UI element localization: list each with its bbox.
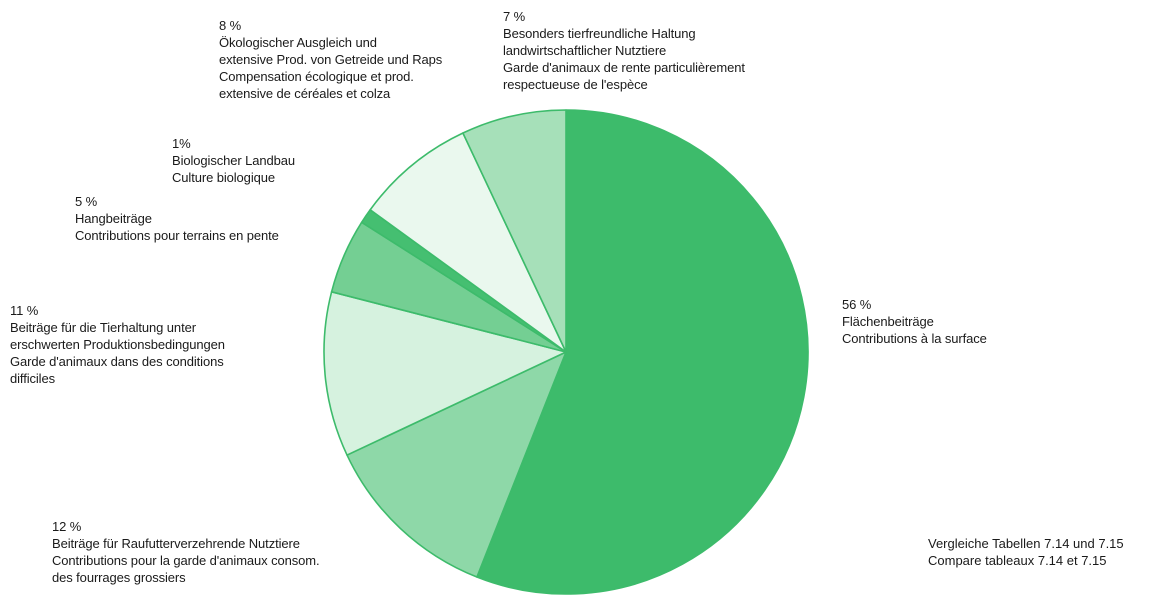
pie-slice-difficult <box>323 291 567 456</box>
slice-description-line: extensive Prod. von Getreide und Raps <box>219 52 443 67</box>
note-line-german: Vergleiche Tabellen 7.14 und 7.15 <box>928 536 1124 551</box>
slice-description-line: difficiles <box>10 371 56 386</box>
slice-description-line: Contributions à la surface <box>842 331 987 346</box>
slice-description-line: erschwerten Produktionsbedingungen <box>10 337 225 352</box>
slice-percent: 5 % <box>75 194 98 209</box>
slice-description-line: Biologischer Landbau <box>172 153 296 168</box>
pie-slice-roughage <box>346 351 567 578</box>
slice-description-line: Garde d'animaux dans des conditions <box>10 354 224 369</box>
slice-description-line: Beiträge für die Tierhaltung unter <box>10 320 196 335</box>
slice-description-line: respectueuse de l'espèce <box>503 77 648 92</box>
pie-slice-animal-welfare <box>462 109 567 353</box>
slice-description-line: Garde d'animaux de rente particulièremen… <box>503 60 745 75</box>
slice-label-ecological: 8 % Ökologischer Ausgleich und extensive P… <box>219 17 442 102</box>
slice-description-line: Flächenbeiträge <box>842 314 934 329</box>
slice-description-line: extensive de céréales et colza <box>219 86 391 101</box>
table-reference-note: Vergleiche Tabellen 7.14 und 7.15 Compar… <box>928 535 1124 569</box>
slice-percent: 12 % <box>52 519 82 534</box>
slice-label-difficult: 11 % Beiträge für die Tierhaltung unter er… <box>10 302 225 387</box>
slice-percent: 7 % <box>503 9 526 24</box>
slice-description-line: Culture biologique <box>172 170 275 185</box>
slice-description-line: Contributions pour terrains en pente <box>75 228 279 243</box>
slice-label-slope: 5 % Hangbeiträge Contributions pour terrai… <box>75 193 279 244</box>
note-line-french: Compare tableaux 7.14 et 7.15 <box>928 553 1107 568</box>
slice-label-organic: 1% Biologischer Landbau Culture biologique <box>172 135 295 186</box>
slice-description-line: Besonders tierfreundliche Haltung <box>503 26 696 41</box>
slice-description-line: Hangbeiträge <box>75 211 152 226</box>
slice-description-line: landwirtschaftlicher Nutztiere <box>503 43 667 58</box>
slice-label-animal-welfare: 7 % Besonders tierfreundliche Haltung land… <box>503 8 745 93</box>
slice-description-line: Beiträge für Raufutterverzehrende Nutzti… <box>52 536 300 551</box>
slice-percent: 1% <box>172 136 191 151</box>
slice-description-line: Contributions pour la garde d'animaux co… <box>52 553 320 568</box>
slice-percent: 56 % <box>842 297 872 312</box>
pie-slice-ecological <box>369 132 567 353</box>
slice-percent: 11 % <box>10 303 39 318</box>
slice-label-roughage: 12 % Beiträge für Raufutterverzehrende Nu… <box>52 518 320 586</box>
slice-description-line: Ökologischer Ausgleich und <box>219 35 377 50</box>
slice-label-surface: 56 % Flächenbeiträge Contributions à la su… <box>842 296 987 347</box>
slice-percent: 8 % <box>219 18 242 33</box>
slice-description-line: Compensation écologique et prod. <box>219 69 414 84</box>
slice-description-line: des fourrages grossiers <box>52 570 186 585</box>
pie-slice-surface <box>476 109 809 595</box>
